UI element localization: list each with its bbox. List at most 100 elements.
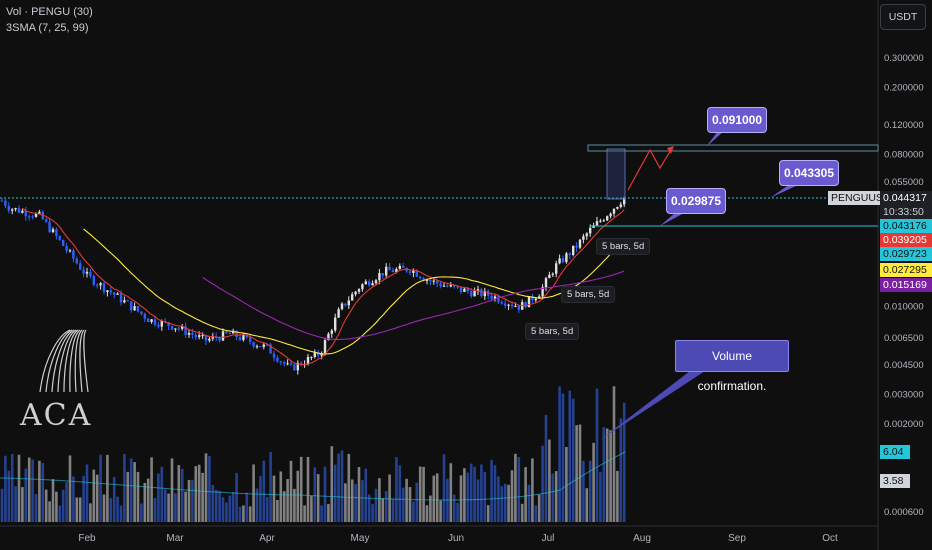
volume-bar <box>187 479 191 522</box>
candle-body <box>272 353 276 358</box>
ma-line-badge: 0.043176 <box>880 219 932 233</box>
candle-body <box>415 270 418 277</box>
candle-body <box>262 344 265 347</box>
candle-body <box>51 229 55 233</box>
candle-body <box>245 335 248 338</box>
volume-bar <box>72 476 75 522</box>
volume-bar <box>177 465 181 522</box>
volume-bar <box>497 476 500 522</box>
candle-body <box>354 291 357 295</box>
volume-note-pointer <box>600 371 705 440</box>
candle-body <box>408 271 412 273</box>
volume-bar <box>58 505 62 522</box>
volume-bar <box>262 460 266 522</box>
volume-bar <box>568 390 572 522</box>
candle-body <box>385 266 388 276</box>
sma-indicator-label[interactable]: 3SMA (7, 25, 99) <box>6 22 89 34</box>
volume-bar <box>415 482 419 522</box>
volume-bar <box>551 473 555 522</box>
candle-body <box>283 361 286 364</box>
volume-bar <box>592 442 595 522</box>
candle-body <box>561 258 565 263</box>
volume-bar <box>201 472 204 522</box>
candle-body <box>96 284 99 286</box>
candle-body <box>395 268 398 273</box>
volume-bar <box>211 484 215 522</box>
volume-bar <box>228 495 232 522</box>
volume-bar <box>293 488 296 522</box>
target-zone <box>587 144 879 152</box>
volume-bar <box>61 489 65 522</box>
candle-body <box>327 333 330 341</box>
volume-indicator-label[interactable]: Vol · PENGU (30) <box>6 6 93 18</box>
volume-bar <box>126 471 130 522</box>
candle-body <box>65 246 68 251</box>
candle-body <box>364 281 367 285</box>
candle-body <box>187 332 191 335</box>
volume-bar <box>408 487 412 522</box>
candle-body <box>595 221 599 226</box>
logo-stroke <box>57 329 77 393</box>
volume-bar <box>55 491 58 522</box>
price-tick-label: 0.010000 <box>884 301 924 312</box>
sma7-badge: 0.039205 <box>880 233 932 247</box>
candle-body <box>544 278 548 288</box>
last-price-badge: 0.044317 <box>880 191 932 205</box>
candle-body <box>402 265 405 268</box>
bars-range-tooltip: 5 bars, 5d <box>525 323 580 340</box>
volume-bar <box>51 479 55 522</box>
volume-bar <box>303 505 306 522</box>
volume-bar <box>299 456 303 522</box>
candle-body <box>391 270 395 273</box>
candle-body <box>102 283 106 292</box>
candle-body <box>296 362 299 371</box>
volume-bar <box>578 424 582 522</box>
volume-bar <box>282 491 286 522</box>
logo-stroke <box>45 329 73 393</box>
candle-body <box>527 296 531 308</box>
candle-body <box>14 208 17 210</box>
candle-body <box>181 326 184 329</box>
volume-bar <box>405 478 408 522</box>
candle-body <box>119 293 123 303</box>
volume-bar <box>296 470 300 522</box>
candle-body <box>62 239 65 247</box>
volume-bar <box>588 460 592 522</box>
candle-body <box>425 279 429 281</box>
candle-body <box>28 216 31 218</box>
volume-bar <box>429 495 432 522</box>
candle-body <box>449 285 452 287</box>
volume-bar <box>14 486 17 522</box>
candle-body <box>31 216 34 218</box>
volume-bar <box>143 482 147 522</box>
volume-bar <box>510 470 514 522</box>
candle-body <box>585 233 588 237</box>
candle-body <box>99 283 102 286</box>
volume-note: Volume confirmation. <box>675 340 789 393</box>
candle-body <box>269 344 272 354</box>
candle-body <box>609 213 612 217</box>
volume-bar <box>27 457 31 522</box>
price-tick-label: 0.055000 <box>884 177 924 188</box>
candle-body <box>493 296 497 299</box>
volume-bar <box>85 464 89 522</box>
currency-button[interactable]: USDT <box>880 4 926 30</box>
volume-bar <box>378 478 381 522</box>
volume-bar <box>133 462 136 522</box>
volume-bar <box>4 455 7 522</box>
volume-bar <box>289 460 293 522</box>
candle-body <box>436 280 439 284</box>
volume-bar <box>242 505 245 522</box>
volume-bar <box>466 472 470 522</box>
volume-bar <box>561 393 565 522</box>
countdown-badge: 10:33:50 <box>880 205 932 219</box>
volume-bar <box>469 463 473 522</box>
candle-body <box>538 296 541 299</box>
candle-body <box>208 338 211 341</box>
volume-bar <box>456 502 459 522</box>
candle-body <box>7 206 10 211</box>
sma99-badge: 0.015169 <box>880 278 932 292</box>
candle-body <box>286 363 289 365</box>
candle-body <box>368 281 371 286</box>
